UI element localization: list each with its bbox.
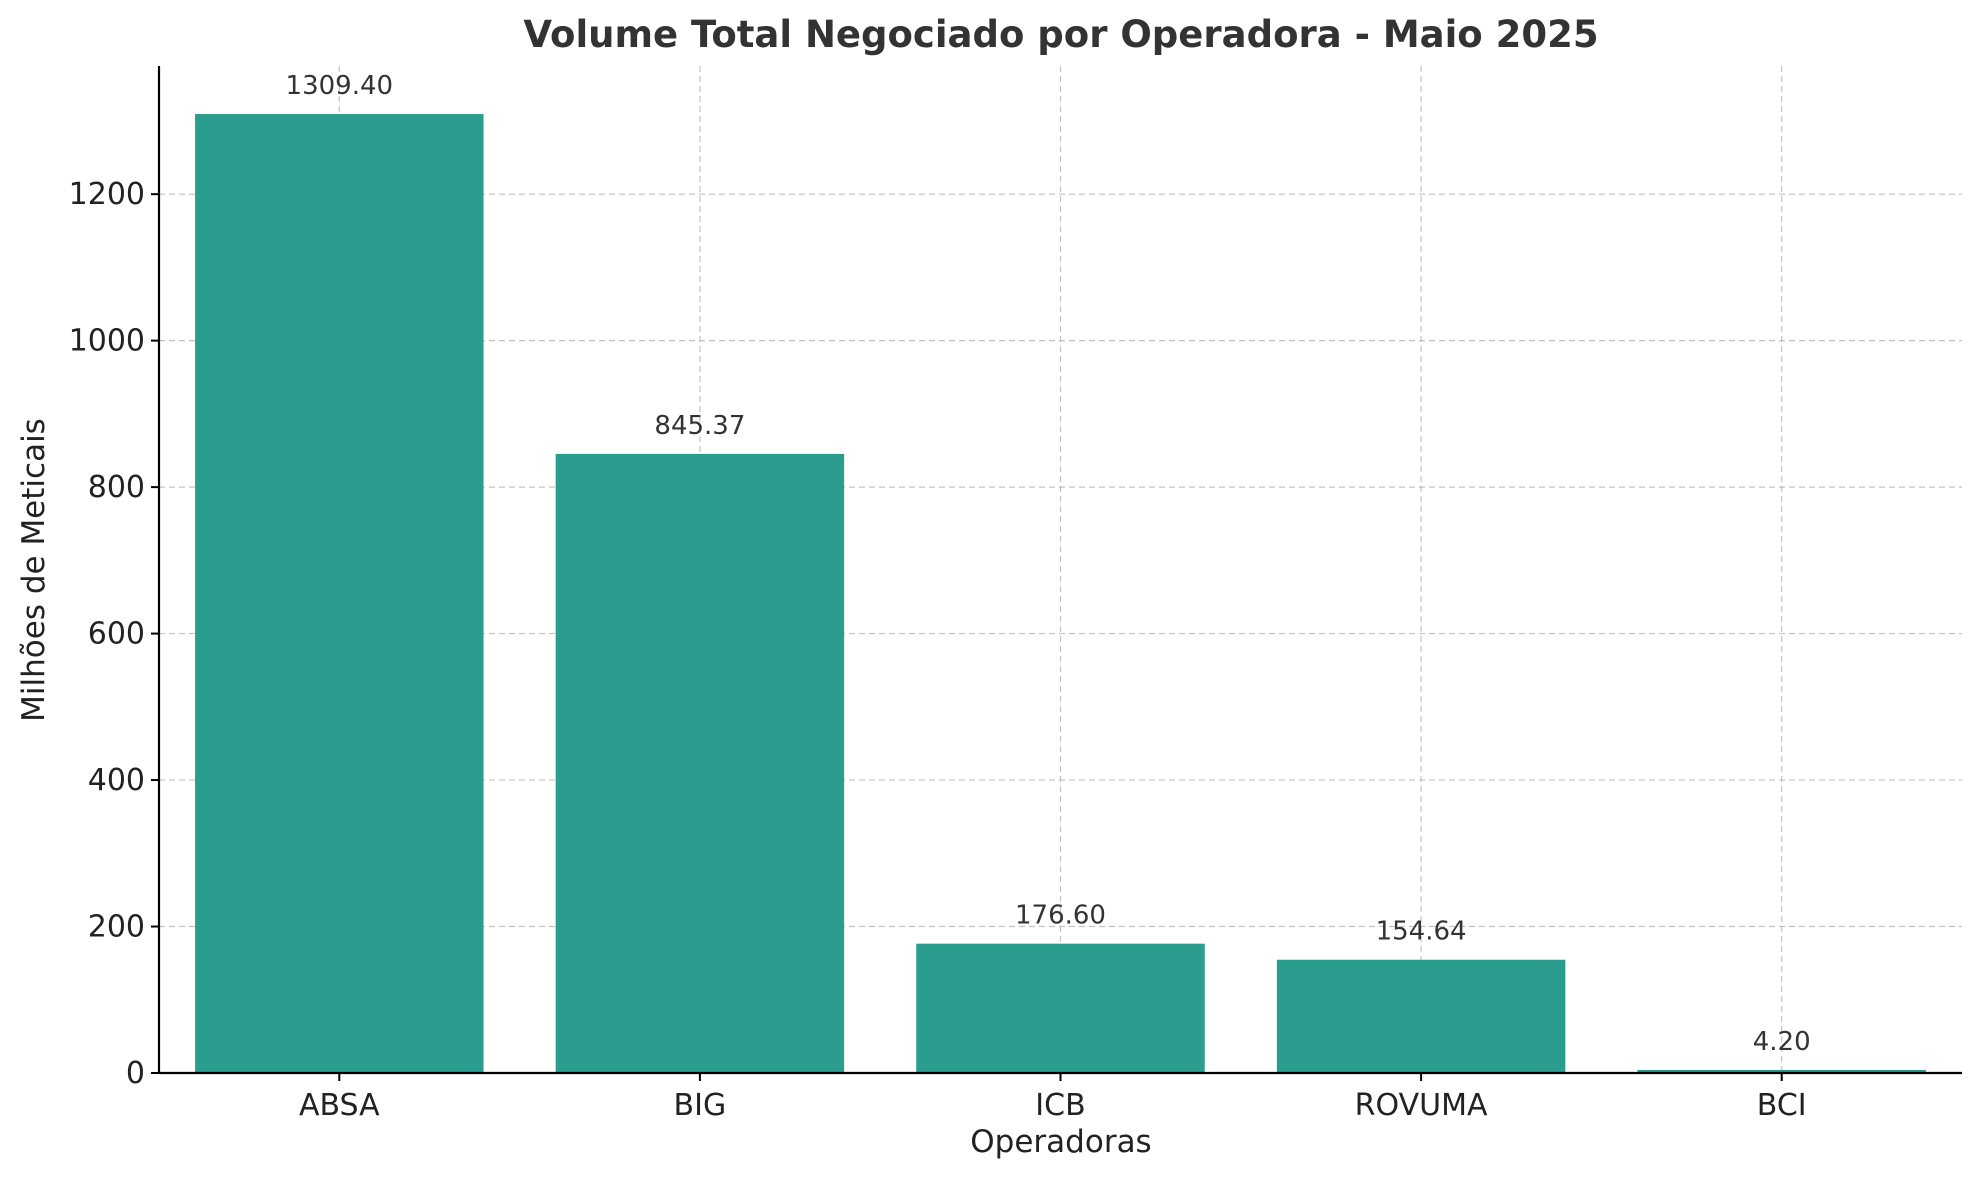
y-axis-title: Milhões de Meticais: [16, 418, 52, 722]
x-tick-label-big: BIG: [674, 1088, 727, 1123]
y-tick-label: 400: [88, 763, 145, 798]
data-label-rovuma: 154.64: [1376, 917, 1467, 947]
y-tick-label: 200: [88, 910, 145, 945]
x-axis-ticks: ABSA BIG ICB ROVUMA BCI: [299, 1073, 1807, 1123]
y-tick-label: 0: [126, 1056, 145, 1091]
chart-title: Volume Total Negociado por Operadora - M…: [523, 13, 1598, 56]
x-tick-label-rovuma: ROVUMA: [1355, 1088, 1488, 1123]
bar-absa: [195, 114, 484, 1074]
x-tick-label-absa: ABSA: [299, 1088, 380, 1123]
data-label-absa: 1309.40: [286, 71, 394, 101]
bar-big: [555, 453, 845, 1074]
y-tick-label: 600: [88, 617, 145, 652]
y-tick-label: 1000: [69, 324, 145, 359]
data-label-big: 845.37: [654, 411, 745, 441]
bar-icb: [916, 943, 1205, 1073]
y-tick-label: 1200: [69, 177, 145, 212]
x-tick-label-icb: ICB: [1035, 1088, 1085, 1123]
data-label-icb: 176.60: [1015, 901, 1106, 931]
y-axis-ticks: 0 200 400 600 800 1000 1200: [69, 177, 159, 1091]
bars: [195, 114, 1926, 1074]
bar-bci: [1637, 1069, 1926, 1073]
y-tick-label: 800: [88, 470, 145, 505]
x-axis-title: Operadoras: [970, 1124, 1151, 1160]
data-label-bci: 4.20: [1753, 1027, 1811, 1057]
bar-rovuma: [1276, 959, 1566, 1073]
data-labels: 1309.40 845.37 176.60 154.64 4.20: [286, 71, 1811, 1057]
x-tick-label-bci: BCI: [1757, 1088, 1807, 1123]
